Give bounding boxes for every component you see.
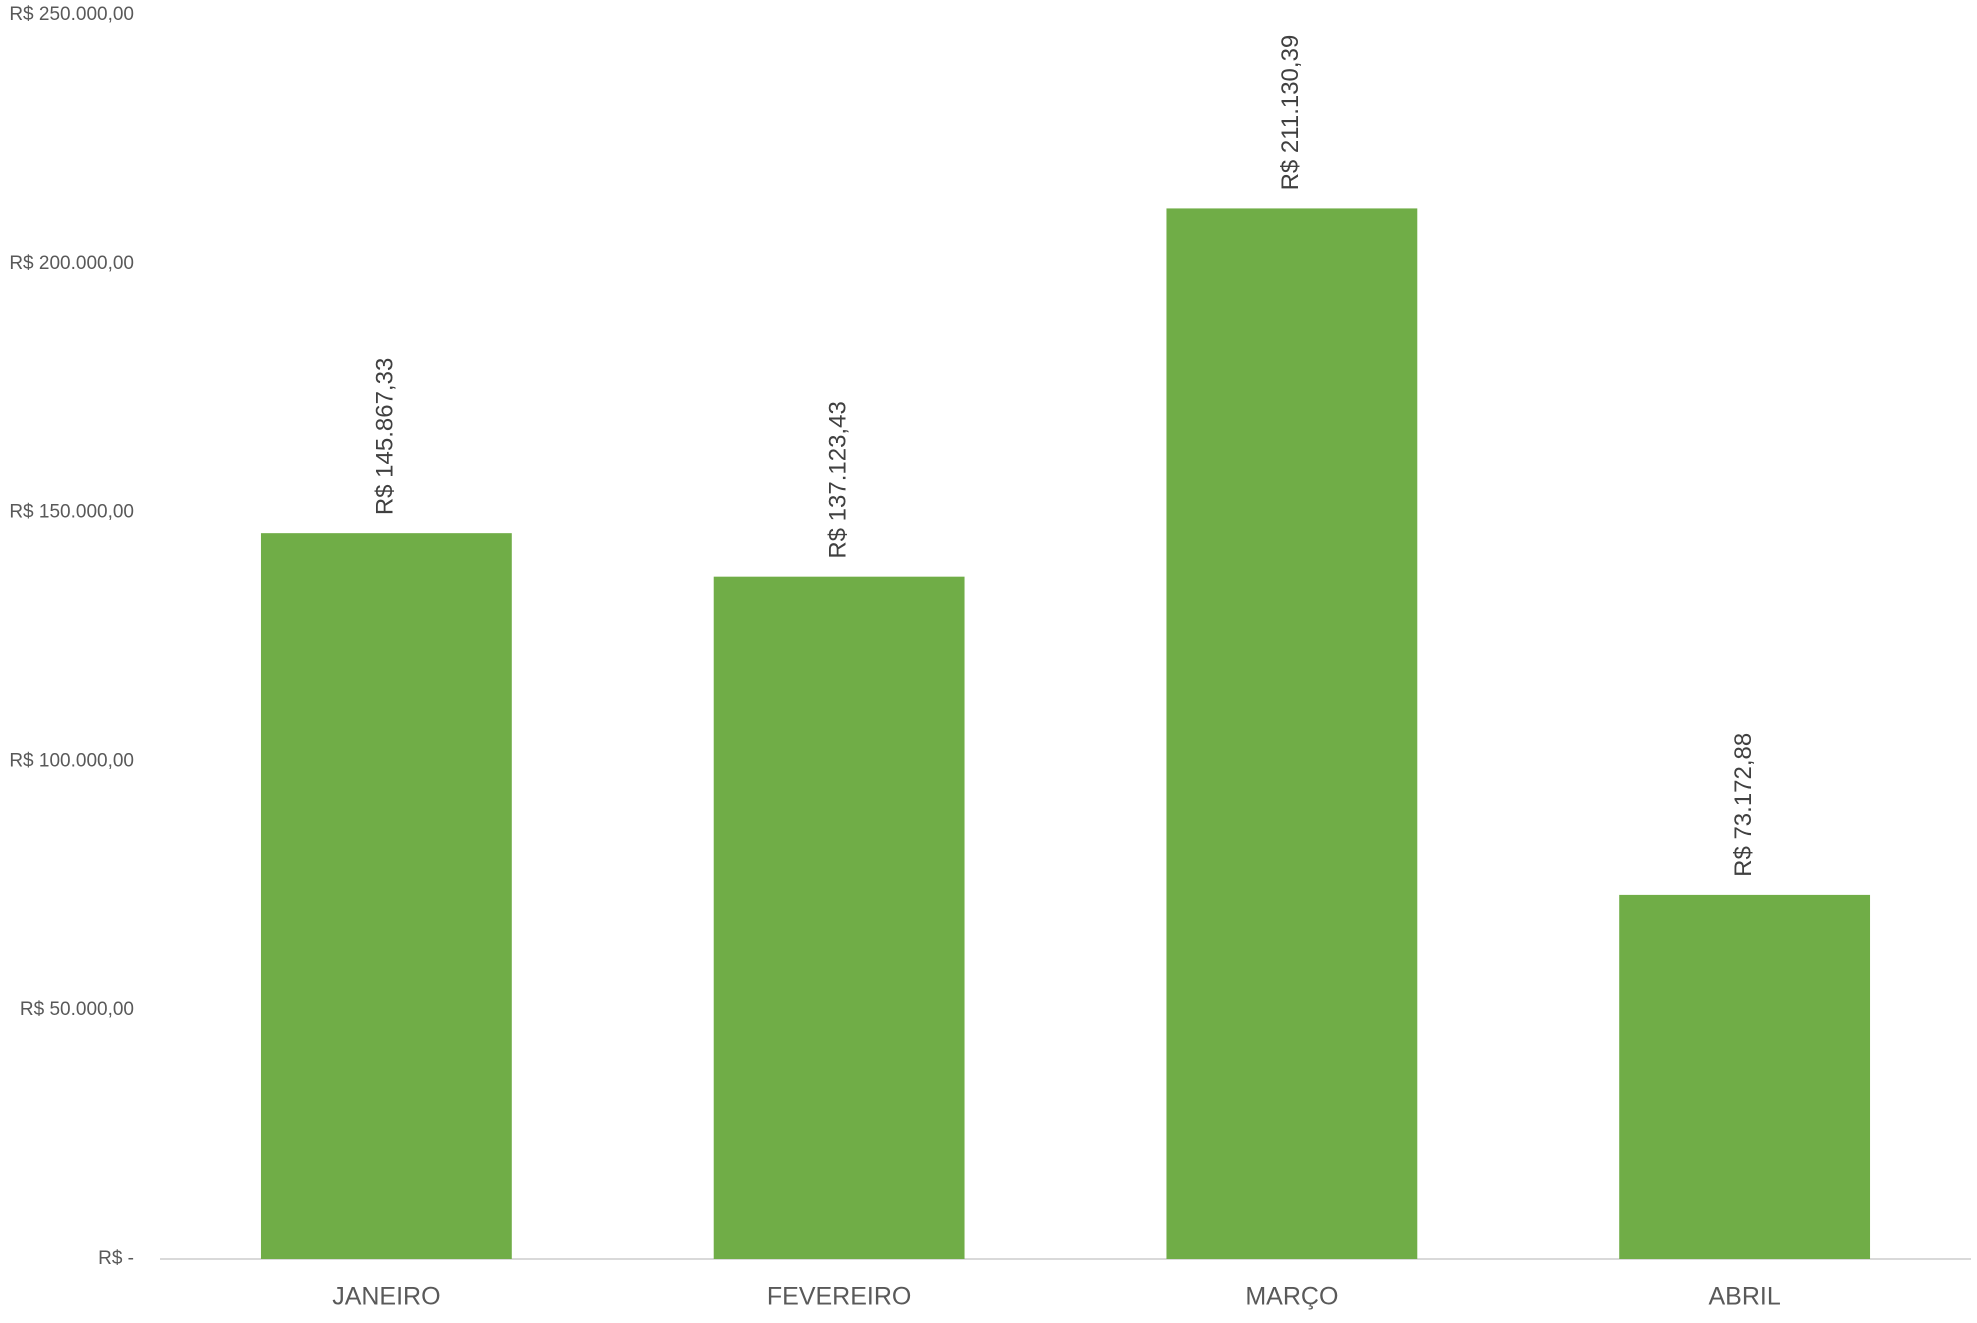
value-label: R$ 137.123,43 bbox=[824, 401, 851, 558]
bar bbox=[1166, 208, 1418, 1260]
value-label: R$ 211.130,39 bbox=[1277, 35, 1304, 191]
x-tick-label: FEVEREIRO bbox=[767, 1283, 911, 1311]
value-label: R$ 73.172,88 bbox=[1730, 733, 1757, 877]
bar bbox=[713, 576, 965, 1259]
y-tick-label: R$ - bbox=[98, 1248, 134, 1269]
bar bbox=[1619, 894, 1871, 1259]
x-tick-label: ABRIL bbox=[1708, 1283, 1780, 1311]
y-tick-label: R$ 50.000,00 bbox=[20, 999, 134, 1020]
x-tick-label: JANEIRO bbox=[332, 1283, 440, 1311]
x-tick-label: MARÇO bbox=[1245, 1283, 1338, 1311]
value-label: R$ 145.867,33 bbox=[372, 358, 399, 515]
y-tick-label: R$ 250.000,00 bbox=[9, 4, 134, 25]
y-tick-label: R$ 150.000,00 bbox=[9, 502, 134, 523]
y-tick-label: R$ 100.000,00 bbox=[9, 750, 134, 771]
y-tick-label: R$ 200.000,00 bbox=[9, 253, 134, 274]
bar bbox=[260, 533, 512, 1259]
